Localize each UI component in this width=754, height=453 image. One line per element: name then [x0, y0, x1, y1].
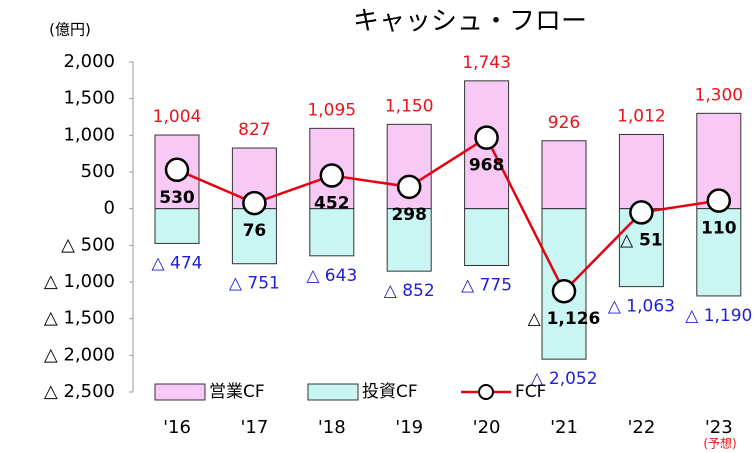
value-label: 1,004: [153, 107, 202, 127]
value-label: △ 474: [152, 253, 203, 273]
legend-swatch: [307, 383, 359, 401]
point: [319, 163, 345, 188]
y-tick-label: 0: [104, 198, 115, 219]
x-tick-label: '21: [550, 417, 578, 438]
legend-label: 投資CF: [362, 382, 418, 402]
x-tick-label: '16: [163, 417, 191, 438]
unit-label: (億円): [49, 21, 91, 39]
value-label: 110: [701, 219, 737, 239]
bar: [464, 208, 510, 267]
value-label: △ 2,052: [530, 369, 597, 389]
value-label: △ 775: [461, 276, 512, 296]
bar: [231, 208, 277, 265]
value-label: 827: [238, 120, 270, 140]
value-label: 76: [243, 221, 267, 241]
legend-label: 営業CF: [209, 382, 265, 402]
y-tick-label: 500: [81, 161, 115, 182]
x-tick-label: '17: [240, 417, 268, 438]
point: [396, 174, 422, 200]
point: [242, 190, 267, 216]
bar: [386, 208, 432, 272]
point: [551, 278, 577, 304]
y-tick-label: △ 1,500: [44, 308, 115, 329]
forecast-note: (予想): [703, 436, 736, 451]
value-label: △ 852: [384, 281, 435, 301]
bar: [154, 208, 200, 244]
value-label: △ 1,063: [608, 297, 675, 317]
value-label: △ 51: [620, 230, 663, 250]
value-label: 1,012: [617, 106, 666, 126]
bar: [541, 208, 587, 360]
value-label: △ 1,126: [528, 309, 601, 329]
value-label: 1,743: [462, 53, 511, 73]
bar: [154, 134, 200, 210]
x-tick-label: '22: [627, 417, 655, 438]
bar: [696, 208, 742, 297]
value-label: 926: [548, 113, 580, 133]
point: [629, 200, 654, 225]
chart-title: キャッシュ・フロー: [353, 7, 587, 37]
y-tick-label: △ 500: [61, 234, 115, 255]
legend-swatch: [154, 383, 206, 401]
value-label: 1,300: [694, 85, 743, 105]
value-label: △ 643: [306, 266, 357, 286]
bar: [618, 133, 664, 210]
point: [706, 188, 732, 213]
y-tick-label: △ 2,500: [44, 381, 115, 402]
value-label: 1,095: [307, 100, 356, 120]
y-tick-label: △ 2,000: [44, 344, 115, 365]
y-tick-label: 2,000: [63, 51, 115, 72]
value-label: 452: [314, 194, 350, 214]
point: [164, 157, 190, 183]
value-label: △ 751: [229, 274, 280, 294]
x-tick-label: '18: [318, 417, 346, 438]
line: [176, 135, 719, 294]
value-label: 530: [159, 188, 195, 208]
y-tick-label: △ 1,000: [44, 271, 115, 292]
x-tick-label: '23: [705, 417, 733, 438]
x-tick-label: '19: [395, 417, 423, 438]
value-label: 298: [391, 205, 427, 225]
y-tick-label: 1,500: [63, 88, 115, 109]
value-label: 1,150: [385, 96, 434, 116]
value-label: 968: [469, 156, 505, 176]
x-tick-label: '20: [473, 417, 501, 438]
bar: [309, 208, 355, 257]
point: [474, 125, 499, 150]
y-tick-label: 1,000: [63, 124, 115, 145]
value-label: △ 1,190: [685, 306, 752, 326]
legend-swatch: [478, 384, 494, 400]
legend-label: FCF: [515, 382, 546, 402]
bar: [541, 140, 587, 210]
